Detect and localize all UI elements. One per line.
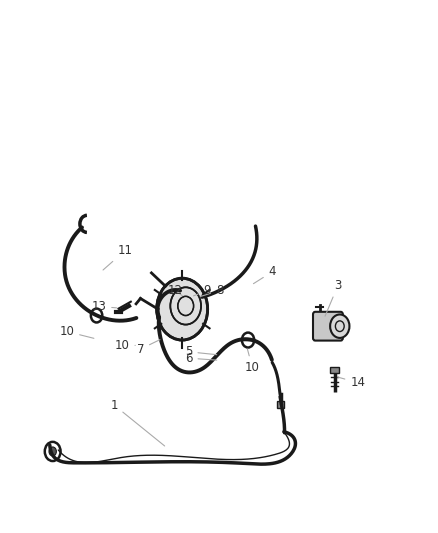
Text: 12: 12 — [168, 284, 183, 297]
Circle shape — [49, 447, 56, 456]
Text: 4: 4 — [253, 265, 276, 284]
Text: 10: 10 — [244, 349, 259, 374]
Circle shape — [329, 314, 349, 338]
Text: 3: 3 — [324, 279, 341, 316]
Text: 10: 10 — [59, 325, 94, 338]
Text: 14: 14 — [337, 376, 364, 389]
Text: 11: 11 — [103, 244, 132, 270]
Text: 8: 8 — [200, 284, 223, 297]
Text: 5: 5 — [185, 345, 216, 358]
Text: 13: 13 — [91, 300, 117, 313]
Text: 1: 1 — [110, 399, 164, 446]
Text: 9: 9 — [193, 284, 211, 297]
FancyBboxPatch shape — [312, 312, 342, 341]
Circle shape — [156, 278, 207, 340]
Text: 6: 6 — [184, 352, 216, 365]
Text: 10: 10 — [114, 339, 135, 352]
Text: 7: 7 — [136, 340, 159, 356]
FancyBboxPatch shape — [277, 401, 284, 408]
FancyBboxPatch shape — [329, 367, 338, 373]
